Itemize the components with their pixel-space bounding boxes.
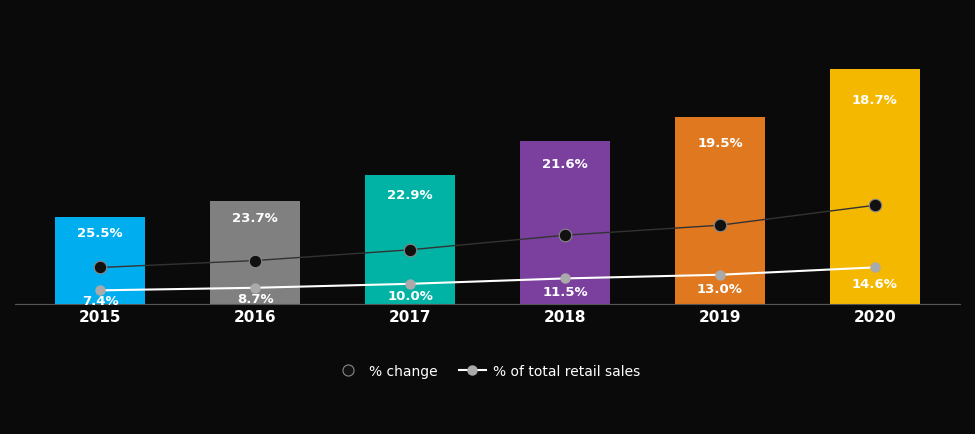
Text: 23.7%: 23.7% <box>232 212 278 225</box>
Bar <box>211 201 300 304</box>
Text: 8.7%: 8.7% <box>237 292 273 305</box>
Text: 11.5%: 11.5% <box>542 285 588 298</box>
Text: 22.9%: 22.9% <box>387 189 433 202</box>
Bar <box>830 70 919 304</box>
Text: 13.0%: 13.0% <box>697 283 743 296</box>
Bar <box>675 118 764 304</box>
Text: 25.5%: 25.5% <box>77 227 123 240</box>
Text: 19.5%: 19.5% <box>697 136 743 149</box>
Legend: % change, % of total retail sales: % change, % of total retail sales <box>329 359 646 384</box>
Bar <box>520 141 610 304</box>
Text: 21.6%: 21.6% <box>542 158 588 171</box>
Text: 7.4%: 7.4% <box>82 294 119 307</box>
Text: 14.6%: 14.6% <box>852 277 898 290</box>
Text: 18.7%: 18.7% <box>852 94 898 107</box>
Text: 10.0%: 10.0% <box>387 289 433 302</box>
Bar <box>365 176 455 304</box>
Bar <box>56 218 145 304</box>
